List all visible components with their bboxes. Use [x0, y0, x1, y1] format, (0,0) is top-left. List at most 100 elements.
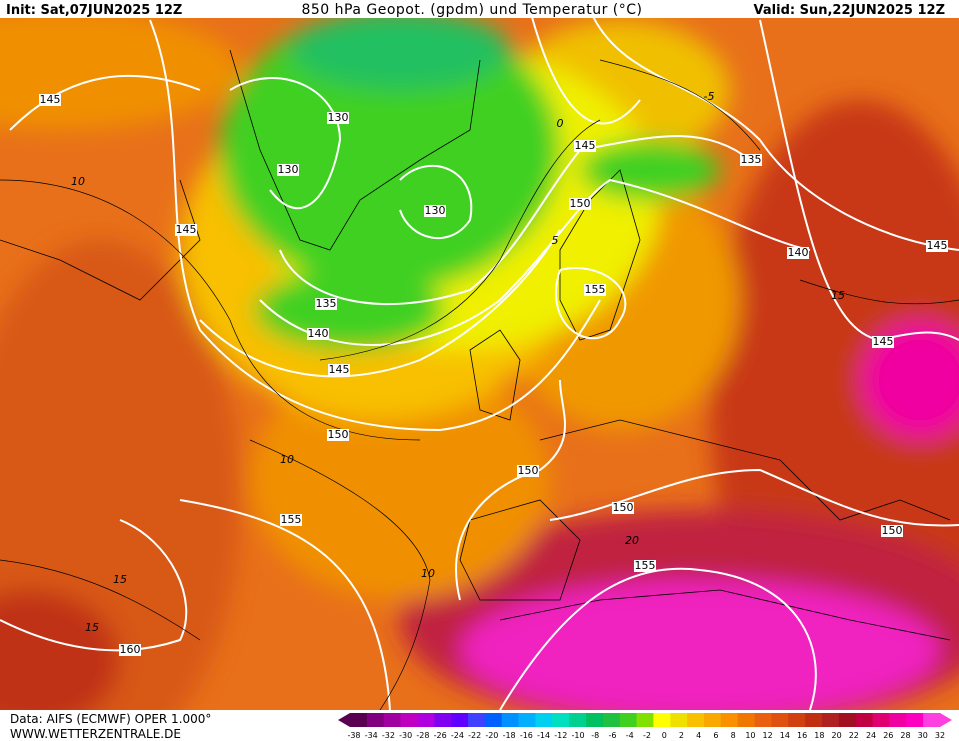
- geopotential-label-bg: [328, 364, 350, 376]
- colorbar-segment: [383, 713, 402, 727]
- geopotential-label: 130: [278, 163, 299, 176]
- geopotential-label: 145: [329, 363, 350, 376]
- colorbar-segment: [619, 713, 638, 727]
- geopotential-label: 160: [120, 643, 141, 656]
- geopotential-label: 150: [570, 197, 591, 210]
- coastlines: [0, 49, 951, 641]
- colorbar-label: -12: [554, 731, 567, 740]
- colorbar-segment: [484, 713, 503, 727]
- geopotential-label: 150: [882, 524, 903, 537]
- temperature-label: 15: [85, 621, 99, 634]
- colorbar-segment: [434, 713, 452, 727]
- colorbar-end: [940, 713, 952, 727]
- colorbar-segment: [737, 713, 756, 727]
- geopotential-label: 150: [328, 428, 349, 441]
- geopotential-label: 130: [425, 204, 446, 217]
- colorbar-label: -2: [643, 731, 651, 740]
- colorbar-end: [338, 713, 350, 727]
- temperature-label: 10: [421, 567, 435, 580]
- colorbar-segment: [636, 713, 654, 727]
- geopotential-label-bg: [872, 336, 894, 348]
- colorbar-segment: [855, 713, 874, 727]
- colorbar-segment: [687, 713, 705, 727]
- temperature-field: [0, 18, 959, 710]
- colorbar-label: 6: [713, 731, 718, 740]
- geopotential-label-bg: [517, 465, 539, 477]
- colorbar-segment: [822, 713, 840, 727]
- colorbar-label: 2: [679, 731, 684, 740]
- colorbar-segment: [872, 713, 890, 727]
- colorbar-segment: [754, 713, 772, 727]
- geopotential-label-bg: [881, 525, 903, 537]
- colorbar-label: -38: [347, 731, 360, 740]
- colorbar-label: -34: [365, 731, 378, 740]
- geopotential-label-bg: [315, 298, 337, 310]
- init-time: Init: Sat,07JUN2025 12Z: [6, 3, 182, 18]
- colorbar-segment: [552, 713, 570, 727]
- header-bar: [0, 0, 959, 18]
- valid-time: Valid: Sun,22JUN2025 12Z: [754, 3, 945, 18]
- colorbar-label: -30: [399, 731, 412, 740]
- data-source: Data: AIFS (ECMWF) OPER 1.000°: [10, 712, 211, 726]
- colorbar-label: -20: [485, 731, 498, 740]
- colorbar-segment: [501, 713, 520, 727]
- temperature-label: 20: [625, 534, 639, 547]
- colorbar-label: 8: [731, 731, 736, 740]
- geopotential-label: 130: [328, 111, 349, 124]
- temperature-label: 15: [113, 573, 127, 586]
- colorbar-segment: [535, 713, 553, 727]
- geopotential-label: 140: [308, 327, 329, 340]
- colorbar-segment: [468, 713, 486, 727]
- colorbar-label: 28: [900, 731, 910, 740]
- map-title: 850 hPa Geopot. (gpdm) und Temperatur (°…: [301, 2, 642, 18]
- colorbar-label: -28: [416, 731, 429, 740]
- geopotential-label: 150: [518, 464, 539, 477]
- colorbar-label: -16: [520, 731, 533, 740]
- colorbar-label: -8: [591, 731, 599, 740]
- colorbar-label: 16: [797, 731, 807, 740]
- temperature-label: 10: [71, 175, 85, 188]
- website: WWW.WETTERZENTRALE.DE: [10, 727, 181, 741]
- colorbar-label: 14: [780, 731, 790, 740]
- colorbar-label: 22: [849, 731, 859, 740]
- geopotential-label-bg: [584, 284, 606, 296]
- colorbar-label: 0: [662, 731, 667, 740]
- colorbar-label: -24: [451, 731, 464, 740]
- colorbar-segment: [653, 713, 671, 727]
- colorbar-segment: [720, 713, 739, 727]
- colorbar-label: -32: [382, 731, 395, 740]
- colorbar-segment: [704, 713, 722, 727]
- temperature-label: 5: [552, 234, 559, 247]
- colorbar-label: -14: [537, 731, 550, 740]
- colorbar-label: 30: [918, 731, 928, 740]
- colorbar-segment: [788, 713, 806, 727]
- colorbar-label: -18: [503, 731, 516, 740]
- geopotential-label: 145: [575, 139, 596, 152]
- temperature-label: 0: [557, 117, 564, 130]
- colorbar-label: 4: [696, 731, 701, 740]
- colorbar-segment: [451, 713, 469, 727]
- geopotential-contours: [0, 18, 959, 710]
- colorbar-segment: [417, 713, 435, 727]
- geopotential-label-bg: [569, 198, 591, 210]
- geopotential-label-bg: [277, 164, 299, 176]
- colorbar-label: -6: [609, 731, 617, 740]
- colorbar-segment: [838, 713, 857, 727]
- colorbar-segment: [350, 713, 368, 727]
- geopotential-label: 145: [927, 239, 948, 252]
- geopotential-label: 155: [585, 283, 606, 296]
- colorbar-segment: [400, 713, 418, 727]
- colorbar: -38 -34 -32 -30 -28 -26 -24 -22 -20 -18 -16 -14 -12-…: [338, 713, 952, 740]
- map: [0, 18, 959, 710]
- colorbar-segment: [366, 713, 385, 727]
- colorbar-segment: [569, 713, 587, 727]
- colorbar-segment: [923, 713, 941, 727]
- colorbar-segment: [518, 713, 536, 727]
- colorbar-label: -4: [626, 731, 634, 740]
- geopotential-label: 155: [635, 559, 656, 572]
- temperature-contours: [0, 59, 959, 710]
- colorbar-segment: [906, 713, 924, 727]
- geopotential-label-bg: [307, 328, 329, 340]
- geopotential-label-bg: [119, 644, 141, 656]
- colorbar-segment: [771, 713, 789, 727]
